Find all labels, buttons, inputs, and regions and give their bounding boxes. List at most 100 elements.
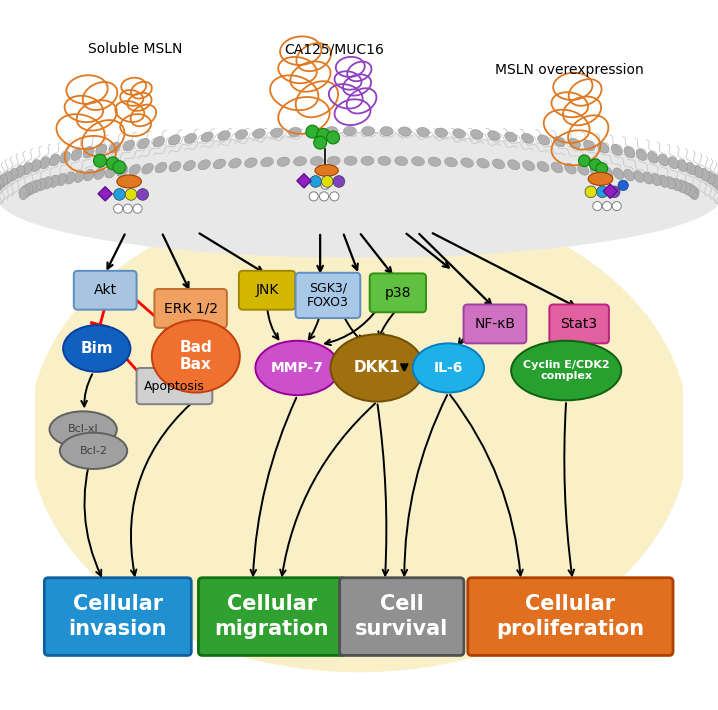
FancyBboxPatch shape bbox=[549, 305, 609, 344]
Ellipse shape bbox=[256, 341, 340, 395]
Ellipse shape bbox=[505, 132, 517, 142]
Text: Apoptosis: Apoptosis bbox=[144, 380, 205, 393]
Ellipse shape bbox=[168, 135, 180, 145]
Ellipse shape bbox=[277, 157, 290, 166]
Ellipse shape bbox=[32, 180, 41, 192]
Ellipse shape bbox=[659, 175, 668, 187]
Text: MMP-7: MMP-7 bbox=[271, 361, 324, 375]
Ellipse shape bbox=[155, 163, 167, 173]
Circle shape bbox=[327, 131, 340, 144]
Circle shape bbox=[322, 175, 333, 187]
FancyBboxPatch shape bbox=[467, 578, 673, 655]
Ellipse shape bbox=[711, 175, 718, 187]
Text: Cyclin E/CDK2
complex: Cyclin E/CDK2 complex bbox=[523, 360, 610, 381]
Ellipse shape bbox=[511, 341, 621, 400]
Ellipse shape bbox=[413, 344, 484, 393]
Ellipse shape bbox=[198, 160, 210, 170]
Text: Cellular
proliferation: Cellular proliferation bbox=[496, 594, 645, 639]
Text: Cellular
migration: Cellular migration bbox=[215, 594, 329, 639]
Ellipse shape bbox=[50, 154, 60, 166]
Ellipse shape bbox=[29, 193, 689, 672]
Text: Bad
Bax: Bad Bax bbox=[180, 340, 213, 373]
Circle shape bbox=[596, 163, 607, 175]
Ellipse shape bbox=[343, 126, 356, 136]
Ellipse shape bbox=[310, 156, 323, 165]
Circle shape bbox=[321, 180, 330, 190]
Circle shape bbox=[585, 186, 597, 197]
Ellipse shape bbox=[624, 146, 635, 158]
Ellipse shape bbox=[395, 156, 408, 165]
Ellipse shape bbox=[50, 175, 59, 187]
Circle shape bbox=[137, 189, 149, 200]
Ellipse shape bbox=[245, 158, 257, 168]
Ellipse shape bbox=[537, 161, 549, 172]
FancyBboxPatch shape bbox=[154, 289, 227, 328]
Ellipse shape bbox=[83, 146, 94, 158]
Ellipse shape bbox=[95, 144, 107, 155]
Circle shape bbox=[317, 129, 330, 141]
Circle shape bbox=[309, 175, 322, 187]
Ellipse shape bbox=[63, 325, 131, 372]
Ellipse shape bbox=[521, 133, 533, 143]
Text: Soluble MSLN: Soluble MSLN bbox=[88, 43, 183, 56]
Ellipse shape bbox=[201, 132, 213, 142]
Ellipse shape bbox=[0, 178, 4, 190]
Ellipse shape bbox=[15, 165, 24, 178]
FancyBboxPatch shape bbox=[464, 305, 526, 344]
Ellipse shape bbox=[60, 151, 70, 163]
FancyBboxPatch shape bbox=[370, 273, 426, 312]
Ellipse shape bbox=[50, 411, 117, 447]
Ellipse shape bbox=[330, 334, 424, 402]
Ellipse shape bbox=[57, 173, 67, 186]
Ellipse shape bbox=[307, 127, 320, 136]
Circle shape bbox=[314, 136, 327, 149]
Polygon shape bbox=[603, 184, 617, 198]
FancyBboxPatch shape bbox=[74, 271, 136, 310]
Ellipse shape bbox=[398, 127, 411, 136]
Circle shape bbox=[125, 189, 137, 200]
Ellipse shape bbox=[151, 320, 240, 393]
Ellipse shape bbox=[694, 165, 703, 178]
Circle shape bbox=[597, 186, 608, 197]
Ellipse shape bbox=[658, 154, 668, 166]
Ellipse shape bbox=[129, 164, 141, 175]
Ellipse shape bbox=[362, 126, 375, 136]
Text: Akt: Akt bbox=[93, 283, 117, 297]
Ellipse shape bbox=[153, 136, 164, 147]
Ellipse shape bbox=[706, 171, 715, 184]
Ellipse shape bbox=[235, 130, 248, 139]
Ellipse shape bbox=[569, 138, 580, 149]
Text: JNK: JNK bbox=[256, 283, 279, 297]
Ellipse shape bbox=[253, 129, 265, 138]
Text: CA125/MUC16: CA125/MUC16 bbox=[284, 43, 384, 56]
Ellipse shape bbox=[677, 160, 687, 172]
Ellipse shape bbox=[183, 160, 195, 170]
Ellipse shape bbox=[597, 142, 609, 153]
Ellipse shape bbox=[672, 178, 681, 191]
Ellipse shape bbox=[213, 159, 225, 169]
Ellipse shape bbox=[141, 163, 154, 174]
Ellipse shape bbox=[588, 173, 612, 185]
Ellipse shape bbox=[169, 161, 181, 172]
Ellipse shape bbox=[577, 164, 589, 175]
Ellipse shape bbox=[700, 168, 709, 181]
Ellipse shape bbox=[602, 167, 613, 178]
Text: Bcl-2: Bcl-2 bbox=[80, 446, 108, 456]
Circle shape bbox=[113, 189, 125, 200]
Ellipse shape bbox=[31, 160, 41, 172]
Ellipse shape bbox=[453, 129, 465, 138]
Text: Stat3: Stat3 bbox=[561, 317, 597, 331]
Text: p38: p38 bbox=[385, 286, 411, 300]
Ellipse shape bbox=[411, 157, 424, 166]
Ellipse shape bbox=[651, 173, 661, 186]
Ellipse shape bbox=[624, 169, 634, 181]
Ellipse shape bbox=[19, 187, 28, 200]
Ellipse shape bbox=[39, 157, 50, 169]
Ellipse shape bbox=[648, 151, 658, 163]
Ellipse shape bbox=[551, 163, 563, 173]
Ellipse shape bbox=[643, 172, 653, 184]
Circle shape bbox=[113, 204, 123, 213]
Ellipse shape bbox=[488, 131, 500, 141]
Circle shape bbox=[608, 186, 620, 197]
Ellipse shape bbox=[613, 168, 624, 180]
